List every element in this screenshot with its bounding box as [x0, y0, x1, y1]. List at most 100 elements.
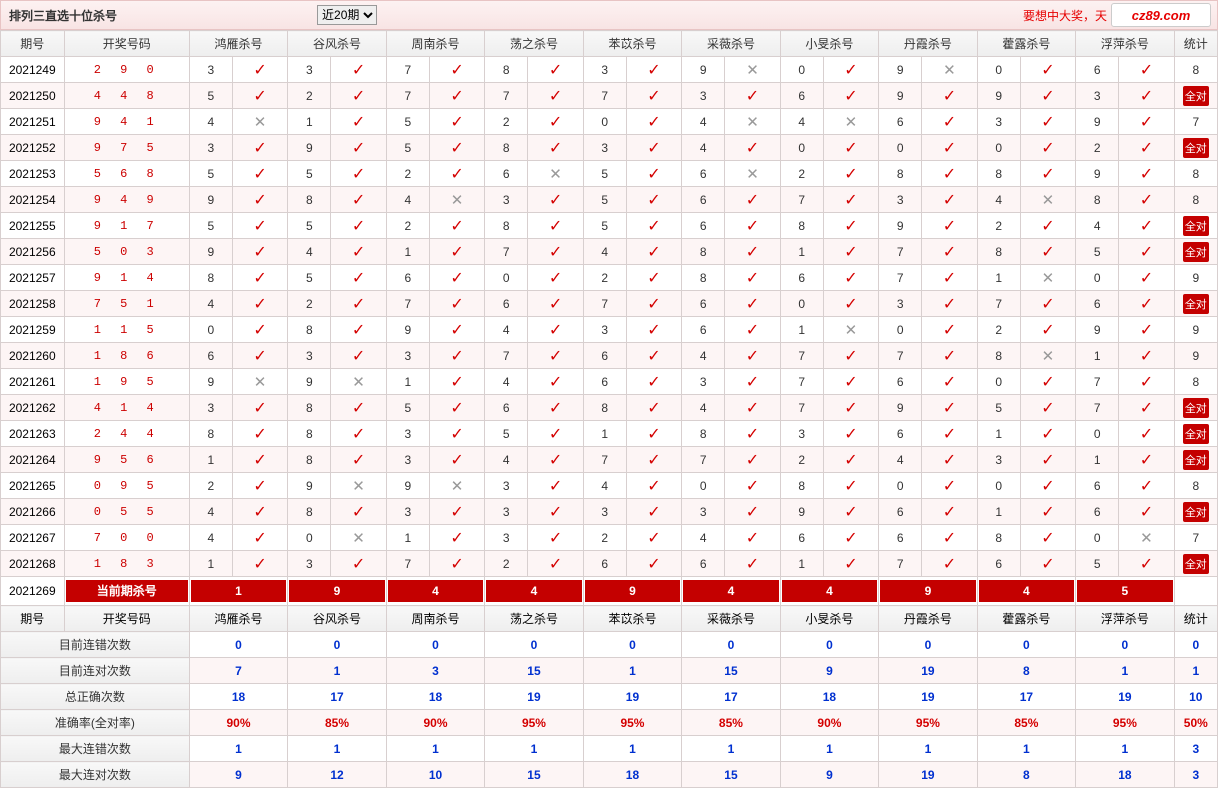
check-icon: ✓ — [626, 57, 681, 83]
check-icon: ✓ — [725, 473, 780, 499]
footer-header-row: 期号开奖号码鸿雁杀号谷风杀号周南杀号荡之杀号苯苡杀号采薇杀号小旻杀号丹霞杀号藿露… — [1, 606, 1218, 632]
pick-number: 5 — [583, 161, 626, 187]
summary-value: 17 — [288, 684, 386, 710]
banner-text: 要想中大奖，天 — [1023, 7, 1107, 24]
draw-cell: 7 5 1 — [64, 291, 189, 317]
check-icon: ✓ — [823, 187, 878, 213]
pick-number: 5 — [189, 213, 232, 239]
stat-cell: 8 — [1174, 187, 1217, 213]
pick-number: 6 — [879, 499, 922, 525]
summary-row: 目前连错次数00000000000 — [1, 632, 1218, 658]
pick-number: 6 — [583, 551, 626, 577]
pick-number: 3 — [288, 57, 331, 83]
check-icon: ✓ — [1119, 135, 1174, 161]
pick-number: 5 — [189, 161, 232, 187]
pick-number: 3 — [583, 499, 626, 525]
pick-number: 6 — [1076, 57, 1119, 83]
check-icon: ✓ — [331, 239, 386, 265]
pick-number: 1 — [780, 317, 823, 343]
check-icon: ✓ — [725, 239, 780, 265]
current-pick: 4 — [977, 577, 1075, 606]
summary-value: 90% — [780, 710, 878, 736]
current-pick: 9 — [879, 577, 977, 606]
pick-number: 9 — [879, 395, 922, 421]
period-cell: 2021262 — [1, 395, 65, 421]
column-header: 统计 — [1174, 606, 1217, 632]
pick-number: 0 — [682, 473, 725, 499]
summary-value: 18 — [386, 684, 484, 710]
summary-value: 19 — [583, 684, 681, 710]
check-icon: ✓ — [823, 265, 878, 291]
pick-number: 3 — [977, 447, 1020, 473]
pick-number: 3 — [386, 343, 429, 369]
period-cell: 2021269 — [1, 577, 65, 606]
check-icon: ✓ — [331, 83, 386, 109]
check-icon: ✓ — [626, 369, 681, 395]
check-icon: ✓ — [429, 109, 484, 135]
check-icon: ✓ — [1119, 291, 1174, 317]
period-cell: 2021258 — [1, 291, 65, 317]
draw-cell: 7 0 0 — [64, 525, 189, 551]
check-icon: ✓ — [429, 343, 484, 369]
pick-number: 5 — [386, 395, 429, 421]
lottery-table: 期号开奖号码鸿雁杀号谷风杀号周南杀号荡之杀号苯苡杀号采薇杀号小旻杀号丹霞杀号藿露… — [0, 30, 1218, 788]
pick-number: 6 — [682, 317, 725, 343]
stat-cell: 全对 — [1174, 213, 1217, 239]
check-icon: ✓ — [1119, 369, 1174, 395]
check-icon: ✓ — [528, 473, 583, 499]
column-header: 采薇杀号 — [682, 606, 780, 632]
pick-number: 1 — [386, 369, 429, 395]
check-icon: ✓ — [823, 83, 878, 109]
table-row: 20212529 7 53✓9✓5✓8✓3✓4✓0✓0✓0✓2✓全对 — [1, 135, 1218, 161]
check-icon: ✓ — [429, 57, 484, 83]
pick-number: 2 — [288, 291, 331, 317]
pick-number: 9 — [780, 499, 823, 525]
pick-number: 1 — [977, 265, 1020, 291]
summary-value: 1 — [288, 736, 386, 762]
period-cell: 2021265 — [1, 473, 65, 499]
pick-number: 8 — [288, 317, 331, 343]
pick-number: 0 — [780, 291, 823, 317]
draw-cell: 9 4 1 — [64, 109, 189, 135]
pick-number: 5 — [386, 135, 429, 161]
summary-value: 18 — [189, 684, 287, 710]
check-icon: ✓ — [922, 369, 977, 395]
check-icon: ✓ — [626, 135, 681, 161]
pick-number: 7 — [1076, 369, 1119, 395]
pick-number: 9 — [977, 83, 1020, 109]
table-row: 20212587 5 14✓2✓7✓6✓7✓6✓0✓3✓7✓6✓全对 — [1, 291, 1218, 317]
current-pick: 9 — [288, 577, 386, 606]
pick-number: 9 — [189, 369, 232, 395]
pick-number: 4 — [879, 447, 922, 473]
pick-number: 3 — [189, 135, 232, 161]
summary-label: 最大连错次数 — [1, 736, 190, 762]
pick-number: 6 — [879, 109, 922, 135]
draw-cell: 4 1 4 — [64, 395, 189, 421]
check-icon: ✓ — [725, 265, 780, 291]
column-header: 谷风杀号 — [288, 31, 386, 57]
pick-number: 0 — [1076, 265, 1119, 291]
stat-cell: 全对 — [1174, 83, 1217, 109]
pick-number: 3 — [485, 187, 528, 213]
check-icon: ✓ — [1020, 83, 1075, 109]
summary-value: 95% — [583, 710, 681, 736]
column-header: 小旻杀号 — [780, 31, 878, 57]
pick-number: 5 — [1076, 551, 1119, 577]
pick-number: 2 — [386, 213, 429, 239]
pick-number: 0 — [977, 57, 1020, 83]
stat-cell: 全对 — [1174, 395, 1217, 421]
pick-number: 2 — [780, 447, 823, 473]
pick-number: 7 — [485, 239, 528, 265]
check-icon: ✓ — [429, 161, 484, 187]
cross-icon: ✕ — [429, 473, 484, 499]
pick-number: 8 — [288, 187, 331, 213]
pick-number: 8 — [189, 265, 232, 291]
column-header: 期号 — [1, 31, 65, 57]
check-icon: ✓ — [725, 499, 780, 525]
period-select[interactable]: 近20期 — [317, 5, 377, 25]
pick-number: 0 — [485, 265, 528, 291]
period-cell: 2021268 — [1, 551, 65, 577]
cross-icon: ✕ — [528, 161, 583, 187]
pick-number: 7 — [386, 83, 429, 109]
pick-number: 8 — [288, 421, 331, 447]
